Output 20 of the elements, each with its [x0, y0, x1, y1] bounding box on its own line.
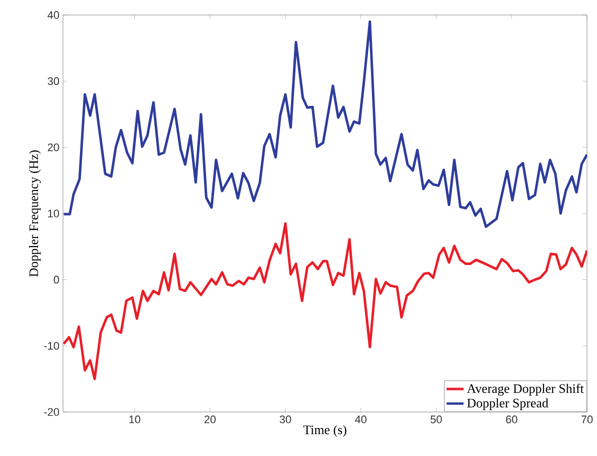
y-tick-label: -10	[44, 342, 60, 350]
x-tick-label: 20	[204, 416, 216, 424]
y-tick-label: -20	[44, 408, 60, 416]
x-tick-label: 30	[280, 416, 292, 424]
line-series	[63, 20, 588, 228]
x-tick-label: 50	[430, 416, 442, 424]
x-axis-title: Time (s)	[303, 425, 346, 437]
y-tick-label: 20	[48, 143, 60, 152]
x-tick-label: 40	[354, 416, 366, 424]
y-tick-label: 40	[48, 11, 60, 19]
x-tick-label: 60	[506, 416, 518, 424]
x-tick-label: 10	[129, 416, 140, 424]
x-tick-label: 70	[581, 416, 593, 424]
y-tick-label: 30	[48, 77, 60, 86]
legend-label: Doppler Spread	[467, 398, 548, 410]
y-axis-title: Doppler Frequency (Hz)	[29, 150, 41, 277]
y-tick-label: 0	[54, 276, 60, 284]
legend-label: Average Doppler Shift	[466, 384, 584, 396]
line-series	[63, 222, 588, 380]
y-tick-label: 10	[48, 210, 60, 218]
